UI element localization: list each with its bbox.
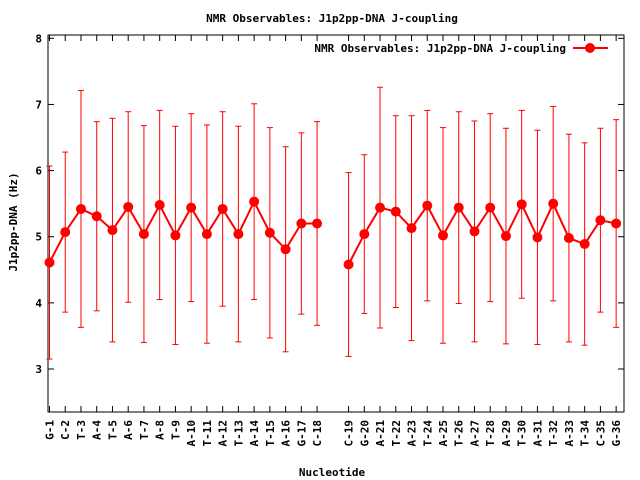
- x-tick-label: T-5: [106, 420, 119, 440]
- x-tick-label: T-28: [484, 420, 497, 447]
- data-point: [154, 199, 165, 210]
- x-tick-label: A-23: [406, 420, 419, 447]
- x-tick-label: A-16: [280, 420, 293, 447]
- data-point: [438, 230, 448, 241]
- plot-frame: [47, 34, 625, 413]
- legend-label: NMR Observables: J1p2pp-DNA J-coupling: [314, 42, 566, 55]
- data-point: [123, 201, 134, 212]
- x-tick-label: A-31: [531, 420, 544, 447]
- data-point: [516, 199, 527, 210]
- data-point: [579, 239, 590, 250]
- x-tick-label: T-11: [201, 420, 214, 447]
- data-point: [375, 202, 386, 213]
- data-points: [44, 196, 622, 270]
- data-point: [296, 218, 307, 229]
- data-point: [532, 232, 543, 243]
- y-tick-label: 8: [35, 32, 42, 45]
- data-point: [343, 259, 354, 270]
- x-tick-label: T-22: [390, 420, 403, 447]
- data-point: [390, 206, 401, 217]
- x-tick-label: C-18: [311, 420, 324, 447]
- data-point: [469, 226, 480, 237]
- x-tick-label: A-27: [468, 420, 481, 447]
- legend-marker-swatch: [585, 43, 595, 53]
- data-point: [107, 225, 118, 236]
- x-tick-label: A-25: [437, 420, 450, 447]
- series-lines: [48, 199, 617, 265]
- data-point: [611, 218, 622, 229]
- y-tick-label: 4: [35, 297, 42, 310]
- data-point: [233, 229, 244, 240]
- data-point: [170, 230, 181, 241]
- x-tick-label: A-33: [563, 420, 576, 447]
- x-tick-label: G-20: [358, 420, 371, 447]
- data-point: [595, 215, 606, 226]
- data-point: [485, 202, 496, 213]
- x-tick-label: T-7: [138, 420, 151, 440]
- series-line: [48, 199, 318, 263]
- data-point: [264, 227, 275, 238]
- x-tick-label: A-8: [154, 420, 167, 440]
- chart-title: NMR Observables: J1p2pp-DNA J-coupling: [206, 12, 458, 25]
- x-tick-label: G-1: [44, 420, 57, 440]
- x-tick-label: T-26: [453, 420, 466, 447]
- x-tick-label: G-36: [610, 420, 623, 447]
- x-axis-label: Nucleotide: [299, 466, 366, 479]
- data-point: [75, 203, 86, 214]
- data-point: [60, 227, 71, 238]
- x-tick-label: T-15: [264, 420, 277, 447]
- y-tick-label: 7: [35, 98, 42, 111]
- y-tick-label: 6: [35, 165, 42, 178]
- data-point: [422, 200, 433, 211]
- x-tick-label: C-35: [594, 420, 607, 447]
- x-axis: G-1 C-2 T-3 A-4 T-5 A-6 T-7 A-8 T-9 A-10 T-11 A-12 T…: [44, 35, 623, 447]
- y-axis: 3 4 5 6 7 8: [35, 32, 624, 376]
- x-tick-label: A-29: [500, 420, 513, 447]
- x-tick-label: A-21: [374, 420, 387, 447]
- x-tick-label: G-17: [295, 420, 308, 447]
- data-point: [201, 229, 212, 240]
- data-point: [91, 211, 102, 222]
- data-point: [312, 218, 323, 229]
- data-point: [138, 229, 149, 240]
- x-tick-label: C-2: [59, 420, 72, 440]
- y-axis-label: J1p2pp-DNA (Hz): [7, 172, 20, 271]
- x-tick-label: T-9: [169, 420, 182, 440]
- x-tick-label: A-14: [248, 420, 261, 447]
- data-point: [359, 229, 370, 240]
- data-point: [280, 244, 291, 255]
- x-tick-label: T-13: [232, 420, 245, 447]
- x-tick-label: A-6: [122, 420, 135, 440]
- x-tick-label: T-32: [547, 420, 560, 447]
- y-tick-label: 5: [35, 231, 42, 244]
- x-tick-label: T-30: [516, 420, 529, 447]
- data-point: [186, 202, 197, 213]
- data-point: [453, 202, 464, 213]
- error-bars: [46, 86, 620, 360]
- data-point: [500, 231, 511, 242]
- data-point: [44, 257, 55, 268]
- y-tick-label: 3: [35, 363, 42, 376]
- data-point: [217, 203, 228, 214]
- x-tick-label: T-34: [579, 420, 592, 447]
- x-tick-label: A-4: [91, 420, 104, 440]
- x-tick-label: C-19: [343, 420, 356, 447]
- series-line: [347, 201, 617, 265]
- x-tick-label: T-3: [75, 420, 88, 440]
- legend: NMR Observables: J1p2pp-DNA J-coupling: [314, 42, 608, 55]
- x-tick-label: A-10: [185, 420, 198, 447]
- data-point: [249, 196, 260, 207]
- data-point: [563, 233, 574, 244]
- data-point: [548, 198, 559, 209]
- data-point: [406, 223, 417, 234]
- x-tick-label: A-12: [217, 420, 230, 447]
- x-tick-label: T-24: [421, 420, 434, 447]
